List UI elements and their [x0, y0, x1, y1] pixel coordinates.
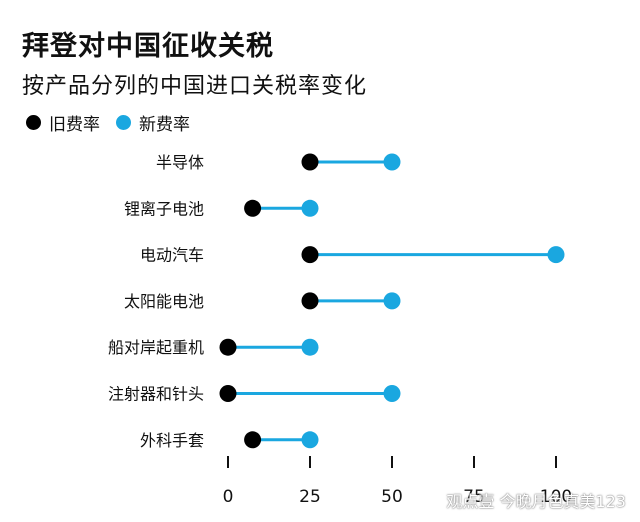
old-rate-point: [244, 431, 262, 449]
old-rate-point: [244, 199, 262, 217]
legend-item-old: 旧费率: [26, 110, 100, 135]
category-label: 船对岸起重机: [108, 338, 204, 357]
legend: 旧费率 新费率: [26, 110, 198, 135]
new-rate-point: [383, 292, 401, 310]
old-rate-point: [219, 385, 237, 402]
category-label: 半导体: [156, 153, 204, 172]
x-tick-label: 50: [381, 487, 403, 507]
category-label: 外科手套: [140, 431, 204, 450]
new-rate-point: [383, 385, 401, 402]
legend-old-dot-icon: [26, 115, 41, 130]
legend-item-new: 新费率: [116, 110, 190, 135]
chart-subtitle: 按产品分列的中国进口关税率变化: [22, 74, 368, 99]
x-tick-label: 75: [463, 487, 485, 507]
chart-title: 拜登对中国征收关税: [22, 31, 274, 62]
old-rate-point: [219, 338, 237, 356]
legend-new-label: 新费率: [139, 115, 190, 135]
old-rate-point: [301, 292, 319, 310]
category-label: 电动汽车: [140, 246, 204, 265]
category-label: 注射器和针头: [108, 385, 204, 404]
legend-new-dot-icon: [116, 115, 131, 130]
new-rate-point: [301, 431, 319, 449]
category-label: 太阳能电池: [124, 292, 204, 311]
x-tick-label: 25: [299, 487, 321, 507]
watermark: 观点壹 今晚月色真美123: [446, 492, 626, 511]
new-rate-point: [383, 153, 401, 171]
x-tick-label: 0: [223, 487, 234, 507]
old-rate-point: [301, 153, 319, 171]
old-rate-point: [301, 246, 319, 264]
x-tick-label: 100: [540, 487, 572, 507]
new-rate-point: [547, 246, 565, 264]
legend-old-label: 旧费率: [49, 115, 100, 135]
new-rate-point: [301, 338, 319, 356]
category-label: 锂离子电池: [124, 199, 204, 218]
new-rate-point: [301, 199, 319, 217]
